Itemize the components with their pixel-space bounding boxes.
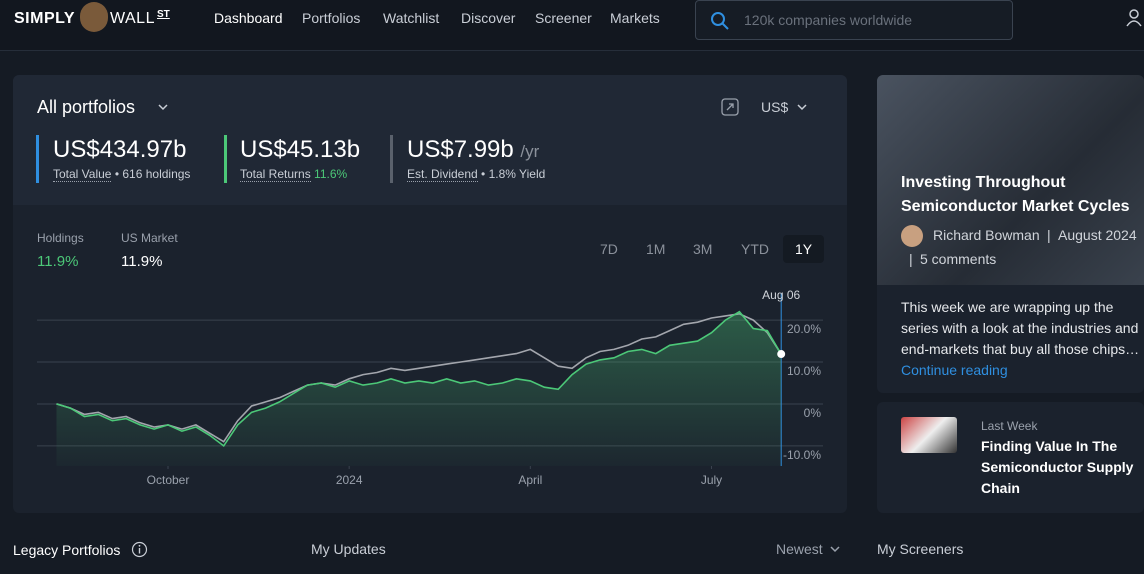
share-icon[interactable] [721, 98, 739, 116]
avatar [901, 225, 923, 247]
portfolio-header [13, 75, 847, 205]
article-comments: 5 comments [920, 251, 997, 267]
article-excerpt: This week we are wrapping up the series … [901, 299, 1140, 357]
stat-bar [224, 135, 227, 183]
sort-select[interactable]: Newest [776, 541, 823, 557]
currency[interactable]: US$ [761, 99, 789, 115]
navbar: SIMPLY WALL ST 120k companies worldwide [0, 0, 1144, 51]
separator: | [1047, 227, 1051, 243]
x-tick-label: July [701, 473, 722, 487]
article-author: Richard Bowman [933, 227, 1040, 243]
section-title: My Updates [311, 541, 386, 557]
user-icon[interactable] [1124, 8, 1144, 28]
nav-item[interactable]: Watchlist [383, 10, 440, 26]
separator: | [909, 251, 913, 267]
article-link[interactable]: Continue reading [901, 362, 1008, 378]
nav-item[interactable]: Portfolios [302, 10, 361, 26]
y-tick-label: 10.0% [787, 364, 821, 378]
nav-item[interactable]: Discover [461, 10, 516, 26]
article-card[interactable]: Investing Throughout Semiconductor Marke… [877, 75, 1144, 393]
logo-left[interactable]: SIMPLY [14, 10, 76, 27]
period-button[interactable]: 7D [600, 241, 618, 257]
stat-label: Total Returns [240, 167, 311, 182]
section-title: My Screeners [877, 541, 964, 557]
period-button[interactable]: 1M [646, 241, 666, 257]
line [56, 312, 782, 443]
logo-icon [80, 2, 108, 32]
nav-item[interactable]: Dashboard [214, 10, 283, 26]
stat-detail: 11.6% [314, 167, 348, 181]
x-tick-label: October [147, 473, 190, 487]
thumbnail [901, 417, 957, 453]
legend-label: US Market [121, 231, 178, 245]
search-placeholder: 120k companies worldwide [744, 12, 913, 28]
chevron [830, 546, 840, 553]
period-button[interactable]: 1Y [783, 235, 825, 263]
period-button[interactable]: YTD [741, 241, 769, 257]
last-week-title: Finding Value In The Semiconductor Suppl… [981, 438, 1134, 496]
last-week-tag: Last Week [981, 419, 1038, 433]
stat-detail: • 1.8% Yield [481, 167, 546, 181]
chart: 20.0% 10.0% 0% -10.0% October 2024 April July Au… [37, 288, 823, 487]
stat-unit: /yr [520, 142, 540, 161]
legend-label: Holdings [37, 231, 84, 245]
nav-item[interactable]: Screener [535, 10, 592, 26]
search-box[interactable]: 120k companies worldwide [695, 0, 1013, 40]
info-icon[interactable] [131, 541, 148, 558]
legend-value: 11.9% [121, 253, 163, 270]
annotation: Aug 06 [762, 288, 800, 302]
legend-value: 11.9% [37, 253, 79, 270]
stat-value: US$45.13b [240, 136, 361, 163]
area [56, 311, 782, 466]
y-tick-label: 20.0% [787, 322, 821, 336]
y-tick-label: 0% [804, 406, 822, 420]
y-tick-label: -10.0% [783, 448, 821, 462]
stat-label: Total Value [53, 167, 112, 182]
stat-value: US$7.99b [407, 136, 514, 163]
end-point [777, 350, 786, 359]
stat-detail: • 616 holdings [114, 167, 191, 181]
x-tick-label: 2024 [336, 473, 363, 487]
chevron [797, 104, 807, 111]
article-image [877, 75, 1144, 285]
article-title: Investing Throughout Semiconductor Marke… [901, 174, 1130, 215]
line [56, 310, 782, 448]
stat-value: US$434.97b [53, 136, 187, 163]
logo-right[interactable]: WALL [110, 10, 155, 27]
stat-label: Est. Dividend [407, 167, 478, 182]
last-week-card[interactable]: Last Week Finding Value In The Semicondu… [877, 402, 1144, 513]
stat-bar [36, 135, 39, 183]
article-date: August 2024 [1058, 227, 1137, 243]
portfolio-title[interactable]: All portfolios [37, 97, 136, 117]
x-tick-label: April [518, 473, 542, 487]
logo-sup: ST [157, 9, 170, 20]
stat-bar [390, 135, 393, 183]
nav-item[interactable]: Markets [610, 10, 660, 26]
chevron [158, 104, 168, 111]
period-button[interactable]: 3M [693, 241, 713, 257]
search-icon [711, 12, 729, 30]
section-title: Legacy Portfolios [13, 542, 121, 558]
